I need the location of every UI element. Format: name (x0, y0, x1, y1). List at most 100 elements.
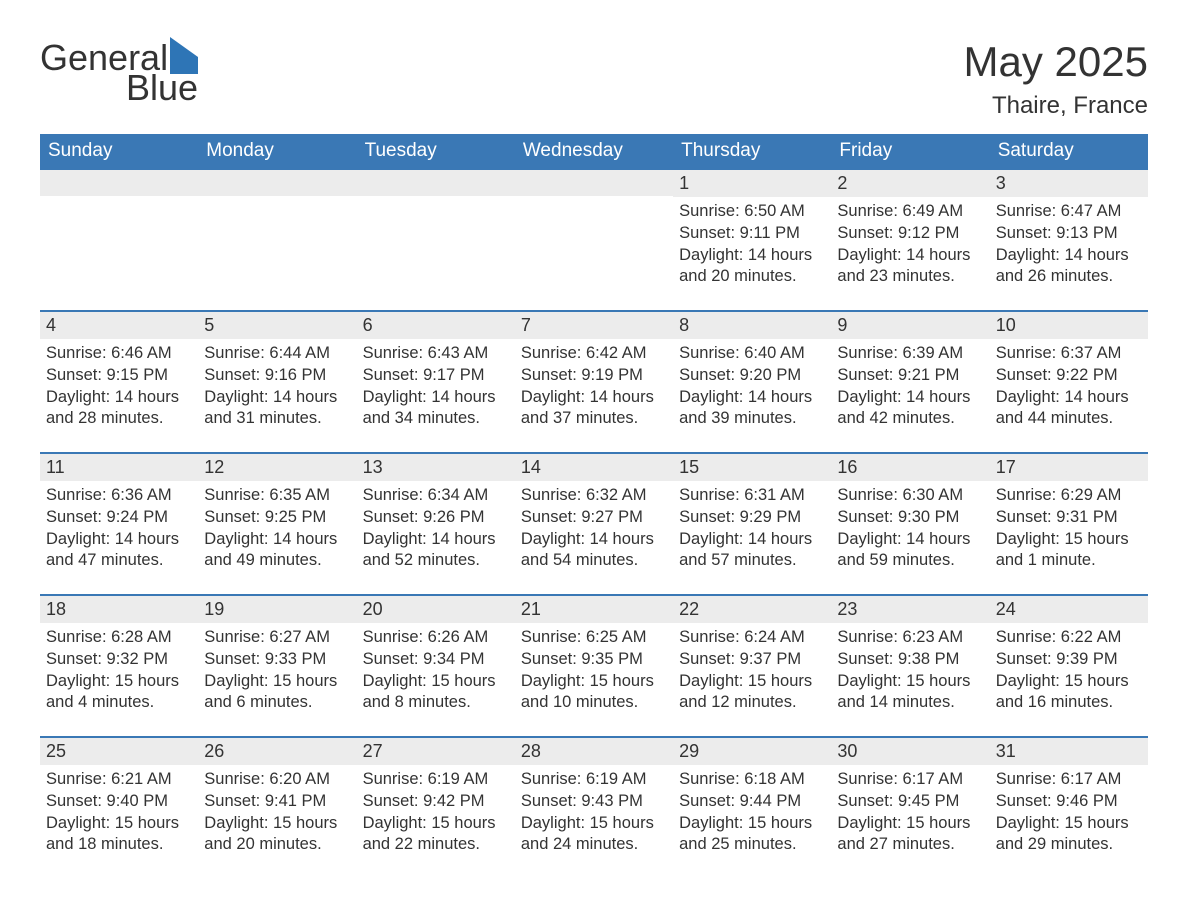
day-body: Sunrise: 6:26 AMSunset: 9:34 PMDaylight:… (357, 623, 515, 714)
weekday-header: Friday (831, 134, 989, 168)
sunset-text: Sunset: 9:22 PM (996, 365, 1142, 387)
daylight-text: Daylight: 15 hours and 12 minutes. (679, 671, 825, 715)
week-row: 1Sunrise: 6:50 AMSunset: 9:11 PMDaylight… (40, 168, 1148, 310)
day-number: 13 (357, 452, 515, 481)
sunrise-text: Sunrise: 6:30 AM (837, 485, 983, 507)
daylight-text: Daylight: 14 hours and 42 minutes. (837, 387, 983, 431)
day-cell: 19Sunrise: 6:27 AMSunset: 9:33 PMDayligh… (198, 594, 356, 736)
month-title: May 2025 (964, 40, 1148, 84)
daylight-text: Daylight: 14 hours and 28 minutes. (46, 387, 192, 431)
day-number: 15 (673, 452, 831, 481)
daylight-text: Daylight: 15 hours and 18 minutes. (46, 813, 192, 857)
day-cell: 3Sunrise: 6:47 AMSunset: 9:13 PMDaylight… (990, 168, 1148, 310)
day-cell: 15Sunrise: 6:31 AMSunset: 9:29 PMDayligh… (673, 452, 831, 594)
sunrise-text: Sunrise: 6:32 AM (521, 485, 667, 507)
day-cell: 21Sunrise: 6:25 AMSunset: 9:35 PMDayligh… (515, 594, 673, 736)
sunrise-text: Sunrise: 6:44 AM (204, 343, 350, 365)
sunset-text: Sunset: 9:40 PM (46, 791, 192, 813)
sunset-text: Sunset: 9:46 PM (996, 791, 1142, 813)
day-number: 7 (515, 310, 673, 339)
weekday-header: Saturday (990, 134, 1148, 168)
empty-day-cell (515, 168, 673, 310)
day-body: Sunrise: 6:49 AMSunset: 9:12 PMDaylight:… (831, 197, 989, 288)
day-number: 18 (40, 594, 198, 623)
daylight-text: Daylight: 14 hours and 37 minutes. (521, 387, 667, 431)
day-body: Sunrise: 6:27 AMSunset: 9:33 PMDaylight:… (198, 623, 356, 714)
day-cell: 24Sunrise: 6:22 AMSunset: 9:39 PMDayligh… (990, 594, 1148, 736)
sunset-text: Sunset: 9:45 PM (837, 791, 983, 813)
sunset-text: Sunset: 9:25 PM (204, 507, 350, 529)
day-number: 16 (831, 452, 989, 481)
sunrise-text: Sunrise: 6:28 AM (46, 627, 192, 649)
daylight-text: Daylight: 15 hours and 6 minutes. (204, 671, 350, 715)
day-number: 30 (831, 736, 989, 765)
calendar: SundayMondayTuesdayWednesdayThursdayFrid… (40, 134, 1148, 878)
sunset-text: Sunset: 9:29 PM (679, 507, 825, 529)
day-number-bar (40, 168, 198, 196)
sunrise-text: Sunrise: 6:21 AM (46, 769, 192, 791)
sunset-text: Sunset: 9:39 PM (996, 649, 1142, 671)
day-number: 12 (198, 452, 356, 481)
day-body: Sunrise: 6:50 AMSunset: 9:11 PMDaylight:… (673, 197, 831, 288)
sunset-text: Sunset: 9:33 PM (204, 649, 350, 671)
empty-day-cell (198, 168, 356, 310)
day-cell: 5Sunrise: 6:44 AMSunset: 9:16 PMDaylight… (198, 310, 356, 452)
day-cell: 7Sunrise: 6:42 AMSunset: 9:19 PMDaylight… (515, 310, 673, 452)
sunrise-text: Sunrise: 6:35 AM (204, 485, 350, 507)
sunrise-text: Sunrise: 6:46 AM (46, 343, 192, 365)
day-number: 4 (40, 310, 198, 339)
sunrise-text: Sunrise: 6:39 AM (837, 343, 983, 365)
sunrise-text: Sunrise: 6:47 AM (996, 201, 1142, 223)
day-body: Sunrise: 6:19 AMSunset: 9:42 PMDaylight:… (357, 765, 515, 856)
weekday-header: Wednesday (515, 134, 673, 168)
sunset-text: Sunset: 9:38 PM (837, 649, 983, 671)
weekday-header: Thursday (673, 134, 831, 168)
day-number: 11 (40, 452, 198, 481)
day-body: Sunrise: 6:34 AMSunset: 9:26 PMDaylight:… (357, 481, 515, 572)
empty-day-cell (40, 168, 198, 310)
sunset-text: Sunset: 9:34 PM (363, 649, 509, 671)
sunset-text: Sunset: 9:17 PM (363, 365, 509, 387)
day-number: 17 (990, 452, 1148, 481)
sunset-text: Sunset: 9:44 PM (679, 791, 825, 813)
sunset-text: Sunset: 9:20 PM (679, 365, 825, 387)
day-cell: 23Sunrise: 6:23 AMSunset: 9:38 PMDayligh… (831, 594, 989, 736)
day-cell: 9Sunrise: 6:39 AMSunset: 9:21 PMDaylight… (831, 310, 989, 452)
daylight-text: Daylight: 15 hours and 1 minute. (996, 529, 1142, 573)
brand-logo: General Blue (40, 40, 198, 106)
day-cell: 26Sunrise: 6:20 AMSunset: 9:41 PMDayligh… (198, 736, 356, 878)
day-cell: 20Sunrise: 6:26 AMSunset: 9:34 PMDayligh… (357, 594, 515, 736)
week-row: 11Sunrise: 6:36 AMSunset: 9:24 PMDayligh… (40, 452, 1148, 594)
day-body: Sunrise: 6:21 AMSunset: 9:40 PMDaylight:… (40, 765, 198, 856)
day-cell: 12Sunrise: 6:35 AMSunset: 9:25 PMDayligh… (198, 452, 356, 594)
day-body: Sunrise: 6:35 AMSunset: 9:25 PMDaylight:… (198, 481, 356, 572)
sunrise-text: Sunrise: 6:40 AM (679, 343, 825, 365)
sunset-text: Sunset: 9:16 PM (204, 365, 350, 387)
day-number: 25 (40, 736, 198, 765)
day-number: 1 (673, 168, 831, 197)
daylight-text: Daylight: 15 hours and 20 minutes. (204, 813, 350, 857)
weeks-container: 1Sunrise: 6:50 AMSunset: 9:11 PMDaylight… (40, 168, 1148, 878)
day-number: 27 (357, 736, 515, 765)
day-body: Sunrise: 6:32 AMSunset: 9:27 PMDaylight:… (515, 481, 673, 572)
daylight-text: Daylight: 15 hours and 22 minutes. (363, 813, 509, 857)
sunset-text: Sunset: 9:13 PM (996, 223, 1142, 245)
day-body: Sunrise: 6:23 AMSunset: 9:38 PMDaylight:… (831, 623, 989, 714)
sunrise-text: Sunrise: 6:36 AM (46, 485, 192, 507)
day-number: 19 (198, 594, 356, 623)
sunrise-text: Sunrise: 6:24 AM (679, 627, 825, 649)
weekday-header-row: SundayMondayTuesdayWednesdayThursdayFrid… (40, 134, 1148, 168)
day-body: Sunrise: 6:28 AMSunset: 9:32 PMDaylight:… (40, 623, 198, 714)
empty-day-cell (357, 168, 515, 310)
sunrise-text: Sunrise: 6:18 AM (679, 769, 825, 791)
day-body: Sunrise: 6:19 AMSunset: 9:43 PMDaylight:… (515, 765, 673, 856)
day-number: 28 (515, 736, 673, 765)
daylight-text: Daylight: 14 hours and 52 minutes. (363, 529, 509, 573)
sunset-text: Sunset: 9:37 PM (679, 649, 825, 671)
day-body: Sunrise: 6:43 AMSunset: 9:17 PMDaylight:… (357, 339, 515, 430)
sunrise-text: Sunrise: 6:34 AM (363, 485, 509, 507)
sunset-text: Sunset: 9:41 PM (204, 791, 350, 813)
day-number: 29 (673, 736, 831, 765)
day-cell: 31Sunrise: 6:17 AMSunset: 9:46 PMDayligh… (990, 736, 1148, 878)
sunrise-text: Sunrise: 6:31 AM (679, 485, 825, 507)
